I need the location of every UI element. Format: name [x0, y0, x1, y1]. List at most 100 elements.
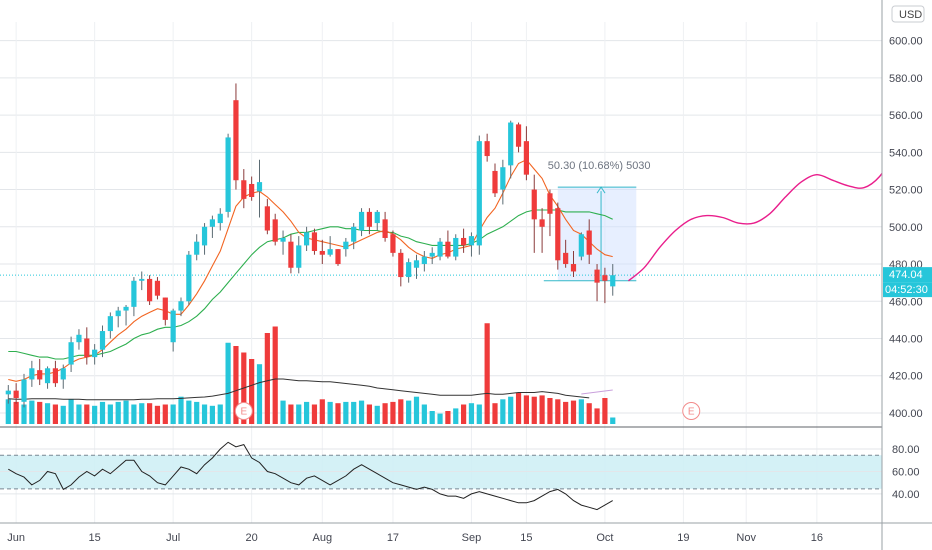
candle-body: [476, 141, 482, 246]
candle: [390, 230, 396, 257]
candle: [209, 215, 215, 238]
candle-body: [594, 269, 600, 283]
currency-badge[interactable]: USD: [899, 9, 922, 21]
candle-body: [99, 331, 106, 350]
candle-body: [523, 141, 529, 175]
candle-body: [107, 316, 113, 332]
candle: [570, 250, 577, 278]
volume-bar: [429, 411, 435, 424]
candle-body: [209, 219, 215, 227]
candle: [201, 223, 208, 255]
candle: [311, 228, 318, 255]
price-pane[interactable]: 50.30 (10.68%) 5030 E E: [0, 22, 932, 523]
candle: [366, 208, 372, 235]
volume-bar: [225, 342, 231, 424]
candle-body: [280, 237, 286, 242]
candle: [296, 236, 302, 274]
candle-body: [343, 241, 349, 250]
volume-bar: [539, 395, 545, 424]
candle: [217, 208, 223, 231]
candle-body: [578, 234, 584, 257]
candle-body: [123, 306, 129, 311]
volume-bar: [382, 403, 388, 424]
earnings-circle: [682, 402, 701, 420]
oscillator-tick-label: 60.00: [892, 466, 920, 478]
volume-bar: [586, 403, 592, 424]
candle-body: [570, 264, 577, 272]
candle-body: [461, 237, 467, 246]
candle-body: [131, 280, 137, 307]
time-tick-label: 16: [811, 532, 823, 544]
oscillator-pane[interactable]: [0, 441, 882, 511]
measure-label: 50.30 (10.68%) 5030: [548, 160, 651, 172]
candle-body: [602, 275, 608, 281]
candle-body: [413, 260, 420, 268]
candle-body: [445, 241, 451, 257]
candle: [445, 230, 451, 259]
volume-bar: [398, 399, 404, 424]
volume-bar: [68, 399, 74, 424]
candle: [147, 275, 153, 305]
price-axis[interactable]: 400.00420.00440.00460.00480.00500.00520.…: [881, 0, 932, 550]
time-axis[interactable]: Jun 15 Jul 20 Aug 17 Sep 15 Oct 19 Nov 16: [0, 522, 932, 544]
time-tick-label: 15: [89, 532, 101, 544]
volume-bar: [594, 408, 600, 424]
candle-body: [154, 280, 161, 296]
earnings-letter: E: [688, 407, 695, 418]
earnings-marker[interactable]: E: [682, 402, 701, 420]
candle-body: [256, 182, 263, 192]
volume-bar: [139, 403, 145, 424]
volume-bar: [13, 401, 19, 424]
volume-bar: [84, 404, 90, 424]
last-price-label: 474.04: [889, 269, 923, 281]
candle-body: [563, 252, 569, 265]
price-tick-label: 560.00: [889, 110, 923, 122]
volume-bar: [131, 404, 137, 424]
price-tick-label: 460.00: [889, 296, 923, 308]
candle: [319, 239, 325, 265]
volume-bar: [288, 404, 294, 424]
candle: [468, 232, 475, 257]
volume-bar: [123, 400, 129, 424]
candle: [5, 385, 11, 404]
earnings-marker[interactable]: E: [234, 402, 253, 420]
candle-body: [84, 338, 90, 358]
volume-bar: [272, 326, 278, 424]
candle-body: [327, 249, 333, 255]
candle-body: [170, 310, 176, 343]
oscillator-tick-label: 80.00: [892, 444, 920, 456]
candle-body: [147, 278, 153, 302]
candle-body: [304, 232, 310, 246]
candle-body: [288, 241, 294, 268]
candle: [123, 304, 129, 326]
volume-bar: [374, 405, 380, 424]
candle: [500, 159, 506, 205]
volume-bar: [319, 399, 325, 424]
candle: [233, 83, 239, 190]
volume-bar: [610, 417, 616, 424]
candle: [461, 228, 467, 253]
price-tick-label: 500.00: [889, 222, 923, 234]
volume-bar: [92, 405, 98, 424]
ma-slow-line: [8, 209, 613, 360]
candle: [288, 234, 294, 274]
volume-bar: [406, 400, 412, 424]
candle-body: [29, 368, 35, 380]
time-tick-label: 15: [520, 532, 532, 544]
candle-body: [13, 390, 19, 399]
candle: [358, 208, 365, 237]
candle-body: [492, 170, 498, 194]
candle-body: [194, 241, 200, 255]
candle: [421, 250, 427, 272]
candle-body: [233, 100, 239, 181]
candle: [437, 237, 443, 261]
candle: [594, 264, 600, 302]
volume-bar: [21, 404, 27, 424]
currency-badge-box: [891, 5, 925, 23]
oscillator-line: [8, 441, 613, 511]
volume-bar: [217, 404, 223, 424]
volume-bar: [162, 404, 168, 424]
volume-bar: [453, 408, 459, 424]
volume-bar: [52, 404, 58, 424]
